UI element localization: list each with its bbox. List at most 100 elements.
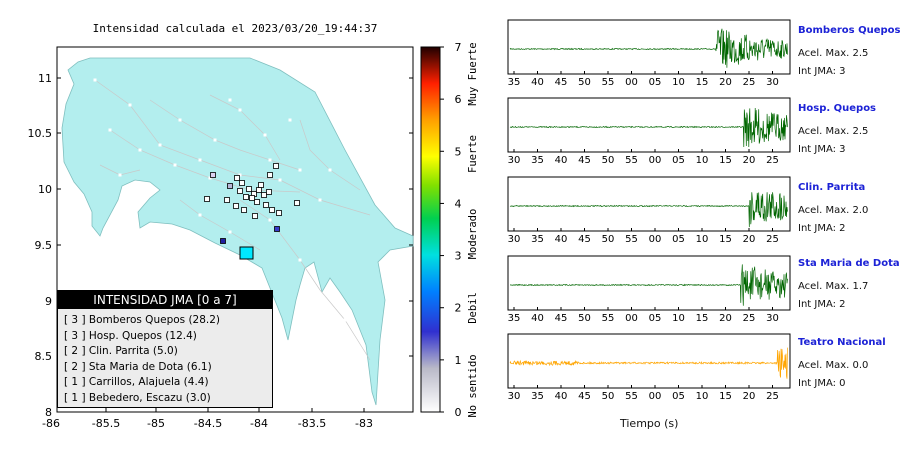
time-tick-label: 05 (649, 313, 662, 324)
time-tick-label: 45 (555, 77, 568, 88)
time-tick-label: 30 (508, 391, 521, 402)
station-marker (204, 196, 210, 202)
time-tick-label: 00 (649, 234, 662, 245)
time-tick-label: 55 (625, 155, 638, 166)
seismogram-panel: 30 35 40 45 50 55 00 05 10 15 20 25 (507, 176, 791, 245)
legend-item: [ 2 ] Clin. Parrita (5.0) (64, 345, 178, 357)
time-tick-label: 35 (508, 77, 521, 88)
time-tick-label: 45 (578, 234, 591, 245)
station-marker (254, 199, 260, 205)
lon-tick-label: -83.5 (298, 417, 326, 430)
time-tick-label: 40 (555, 155, 568, 166)
trace-waveform (509, 347, 788, 379)
time-tick-label: 30 (766, 313, 779, 324)
time-tick-label: 55 (625, 391, 638, 402)
trace-waveform (509, 192, 788, 228)
time-tick-label: 50 (602, 155, 615, 166)
station-accel: Acel. Max. 2.0 (798, 205, 869, 216)
station-marker (294, 200, 300, 206)
time-tick-label: 10 (696, 234, 709, 245)
town-marker (198, 213, 202, 217)
station-marker (273, 163, 279, 169)
time-tick-label: 25 (743, 313, 756, 324)
station-marker (256, 187, 262, 193)
lat-tick-label: 11 (38, 72, 52, 85)
lat-tick-label: 10 (38, 183, 52, 196)
colorbar-tick-label: 3 (455, 250, 462, 263)
time-tick-label: 40 (531, 313, 544, 324)
station-marker (266, 189, 272, 195)
town-marker (310, 288, 314, 292)
town-marker (238, 108, 242, 112)
time-tick-label: 30 (508, 155, 521, 166)
town-marker (173, 163, 177, 167)
time-tick-label: 15 (719, 155, 732, 166)
trace-frame (507, 333, 791, 389)
town-marker (268, 218, 272, 222)
station-jma: Int JMA: 0 (798, 378, 846, 389)
lon-tick-label: -84.5 (194, 417, 222, 430)
time-tick-label: 15 (719, 391, 732, 402)
town-marker (138, 148, 142, 152)
station-jma: Int JMA: 2 (798, 223, 846, 234)
time-tick-label: 05 (649, 77, 662, 88)
time-tick-label: 05 (672, 391, 685, 402)
town-marker (158, 143, 162, 147)
town-marker (93, 78, 97, 82)
trace-waveform (510, 264, 788, 306)
time-tick-label: 45 (578, 155, 591, 166)
legend-list: [ 3 ] Bomberos Quepos (28.2) [ 3 ] Hosp.… (58, 313, 272, 406)
station-marker (263, 202, 269, 208)
station-jma: Int JMA: 3 (798, 144, 846, 155)
legend-item: [ 1 ] Bebedero, Escazu (3.0) (64, 391, 211, 404)
colorbar-category-label: No sentido (467, 354, 479, 417)
colorbar-categories: No sentido Debil Moderado Fuerte Muy Fuerte (467, 42, 479, 417)
lat-tick-label: 8.5 (35, 350, 53, 363)
time-tick-label: 20 (743, 234, 756, 245)
station-marker (220, 238, 226, 244)
station-accel: Acel. Max. 0.0 (798, 360, 869, 371)
station-accel: Acel. Max. 2.5 (798, 126, 869, 137)
station-accel: Acel. Max. 2.5 (798, 48, 869, 59)
station-name: Sta Maria de Dota (798, 258, 900, 269)
lat-tick-label: 10.5 (28, 127, 53, 140)
town-marker (353, 328, 357, 332)
time-tick-label: 10 (672, 77, 685, 88)
town-marker (228, 98, 232, 102)
time-tick-label: 40 (531, 77, 544, 88)
time-tick-label: 00 (649, 391, 662, 402)
time-tick-label: 20 (743, 155, 756, 166)
station-marker (246, 186, 252, 192)
station-markers (204, 163, 300, 244)
station-name: Hosp. Quepos (798, 103, 877, 114)
lon-tick-label: -83 (355, 417, 373, 430)
seismogram-panels: 35 40 45 50 55 00 05 10 15 20 25 30 30 35 40 45 50 55 00 05… (507, 19, 791, 402)
colorbar-tick-label: 2 (455, 302, 462, 315)
town-marker (263, 133, 267, 137)
station-marker (227, 183, 233, 189)
colorbar-tick-label: 1 (455, 354, 462, 367)
time-tick-label: 50 (602, 391, 615, 402)
colorbar-category-label: Moderado (467, 209, 479, 260)
seismogram-panel: 35 40 45 50 55 00 05 10 15 20 25 30 (507, 255, 791, 324)
station-marker (274, 226, 280, 232)
time-tick-label: 35 (531, 234, 544, 245)
time-tick-label: 45 (578, 391, 591, 402)
lon-tick-label: -85 (147, 417, 165, 430)
station-marker (267, 172, 273, 178)
time-tick-label: 35 (531, 155, 544, 166)
seismogram-panel: 30 35 40 45 50 55 00 05 10 15 20 25 (507, 333, 791, 402)
time-tick-label: 35 (531, 391, 544, 402)
time-tick-label: 05 (672, 234, 685, 245)
time-tick-label: 10 (696, 391, 709, 402)
time-tick-label: 15 (696, 77, 709, 88)
time-tick-label: 00 (625, 313, 638, 324)
station-marker (210, 172, 216, 178)
town-marker (298, 168, 302, 172)
trace-waveform (509, 107, 788, 148)
town-marker (213, 138, 217, 142)
time-tick-label: 55 (602, 313, 615, 324)
time-tick-label: 50 (578, 77, 591, 88)
time-tick-label: 25 (766, 234, 779, 245)
